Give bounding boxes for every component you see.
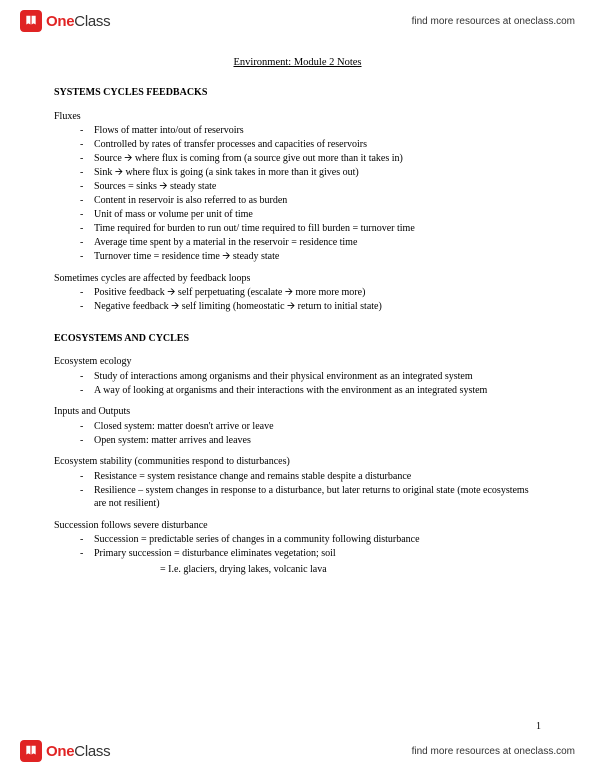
sub-line: = I.e. glaciers, drying lakes, volcanic … [54, 563, 541, 577]
logo[interactable]: OneClass [20, 10, 110, 32]
page-number: 1 [536, 721, 541, 732]
list-item: Flows of matter into/out of reservoirs [80, 124, 541, 138]
list-item: Primary succession = disturbance elimina… [80, 547, 541, 561]
header-bar: OneClass find more resources at oneclass… [0, 0, 595, 38]
group-label: Ecosystem stability (communities respond… [54, 455, 541, 469]
list-item: Closed system: matter doesn't arrive or … [80, 420, 541, 434]
list-item: Average time spent by a material in the … [80, 236, 541, 250]
group-label: Ecosystem ecology [54, 355, 541, 369]
list-item: Resistance = system resistance change an… [80, 470, 541, 484]
group-label: Sometimes cycles are affected by feedbac… [54, 272, 541, 286]
group-label: Fluxes [54, 110, 541, 124]
list-item: Time required for burden to run out/ tim… [80, 222, 541, 236]
list-item: Open system: matter arrives and leaves [80, 434, 541, 448]
bullet-list: Resistance = system resistance change an… [54, 470, 541, 511]
list-item: Turnover time = residence time 🡪 steady … [80, 250, 541, 264]
logo-footer[interactable]: OneClass [20, 740, 110, 762]
bullet-list: Study of interactions among organisms an… [54, 370, 541, 398]
list-item: Negative feedback 🡪 self limiting (homeo… [80, 300, 541, 314]
book-icon [20, 740, 42, 762]
document-body: Environment: Module 2 Notes SYSTEMS CYCL… [0, 38, 595, 576]
list-item: Succession = predictable series of chang… [80, 533, 541, 547]
bullet-list: Closed system: matter doesn't arrive or … [54, 420, 541, 448]
list-item: A way of looking at organisms and their … [80, 384, 541, 398]
book-icon [20, 10, 42, 32]
group-label: Succession follows severe disturbance [54, 519, 541, 533]
list-item: Study of interactions among organisms an… [80, 370, 541, 384]
section-heading: SYSTEMS CYCLES FEEDBACKS [54, 86, 541, 100]
section-heading: ECOSYSTEMS AND CYCLES [54, 332, 541, 346]
list-item: Resilience – system changes in response … [80, 484, 541, 511]
footer-bar: OneClass find more resources at oneclass… [0, 740, 595, 762]
bullet-list: Succession = predictable series of chang… [54, 533, 541, 561]
list-item: Positive feedback 🡪 self perpetuating (e… [80, 286, 541, 300]
page-title: Environment: Module 2 Notes [54, 56, 541, 70]
logo-text: OneClass [46, 743, 110, 760]
list-item: Content in reservoir is also referred to… [80, 194, 541, 208]
bullet-list: Positive feedback 🡪 self perpetuating (e… [54, 286, 541, 314]
bullet-list: Flows of matter into/out of reservoirsCo… [54, 124, 541, 264]
list-item: Source 🡪 where flux is coming from (a so… [80, 152, 541, 166]
header-tagline[interactable]: find more resources at oneclass.com [412, 16, 575, 27]
footer-tagline[interactable]: find more resources at oneclass.com [412, 746, 575, 757]
list-item: Sources = sinks 🡪 steady state [80, 180, 541, 194]
logo-text: OneClass [46, 13, 110, 30]
group-label: Inputs and Outputs [54, 405, 541, 419]
list-item: Unit of mass or volume per unit of time [80, 208, 541, 222]
list-item: Controlled by rates of transfer processe… [80, 138, 541, 152]
list-item: Sink 🡪 where flux is going (a sink takes… [80, 166, 541, 180]
